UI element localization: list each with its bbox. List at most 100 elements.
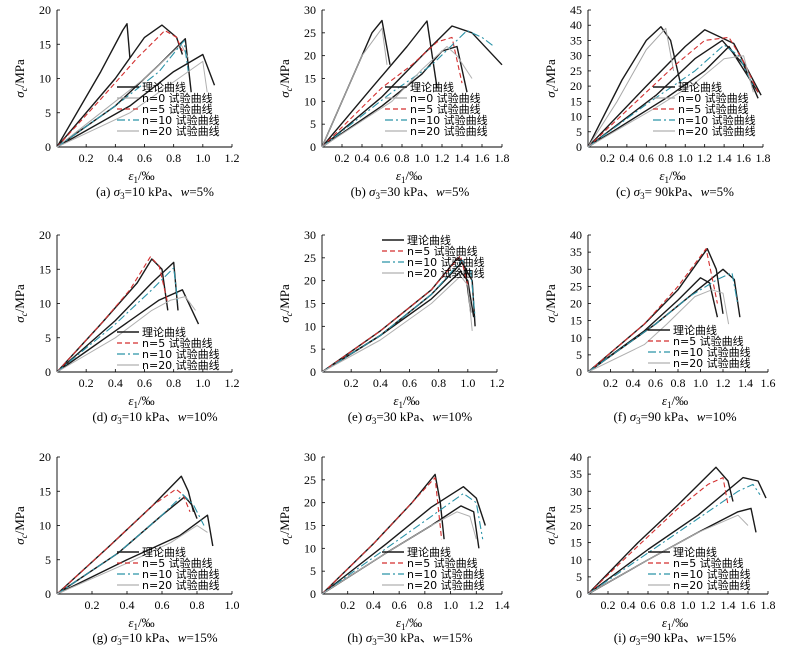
- x-tick-label: 0.4: [108, 376, 123, 390]
- legend-entry-label: n=20 试验曲线: [142, 124, 220, 138]
- x-tick-label: 0.6: [402, 376, 417, 390]
- legend-entry-label: n=5 试验曲线: [678, 102, 749, 116]
- legend-entry-label: 理论曲线: [673, 545, 717, 559]
- legend-entry-label: n=0 试验曲线: [410, 91, 481, 105]
- x-tick-label: 1.6: [741, 598, 756, 612]
- x-tick-label: 1.2: [716, 376, 731, 390]
- legend-entry-label: n=10 试验曲线: [407, 255, 485, 269]
- series-line-theory: [587, 247, 724, 373]
- legend-entry-label: n=10 试验曲线: [407, 567, 485, 581]
- series-line-n10: [56, 494, 205, 595]
- y-tick-label: 35: [570, 33, 582, 47]
- panel-b: 0 5 10 15 20 25 30 0.2 0.4 0.6 0.8 1.0 1.2 1.4 1.6 1.8 σ…: [277, 3, 510, 201]
- legend-entry-label: 理论曲线: [142, 325, 186, 339]
- panel-caption: (d) σ3=10 kPa、w=10%: [92, 409, 217, 426]
- series-line-n0: [56, 43, 189, 148]
- y-tick-label: 0: [310, 365, 316, 379]
- y-tick-label: 15: [570, 94, 582, 108]
- series-line-n0: [321, 27, 388, 148]
- x-tick-label: 1.0: [678, 151, 693, 165]
- x-tick-label: 1.2: [490, 376, 505, 390]
- x-axis-label: ε1/‰: [659, 168, 685, 185]
- series-line-n10: [56, 40, 189, 148]
- series-line-theory: [587, 277, 719, 373]
- legend-entry-label: n=5 试验曲线: [142, 556, 213, 570]
- legend-entry-label: n=10 试验曲线: [678, 113, 756, 127]
- legend-entry-label: n=20 试验曲线: [142, 358, 220, 372]
- panel-g: 0 5 10 15 20 0.2 0.4 0.6 0.8 1.0 σc/MPa ε1/‰ 理论曲线n=5…: [12, 450, 240, 647]
- series-line-theory: [321, 25, 503, 148]
- series-line-theory: [56, 496, 198, 595]
- legend-entry-label: n=10 试验曲线: [673, 345, 751, 359]
- x-tick-label: 0.2: [79, 376, 94, 390]
- y-tick-label: 10: [570, 331, 582, 345]
- x-tick-label: 0.8: [395, 151, 410, 165]
- x-axis-label: ε1/‰: [128, 615, 154, 632]
- y-tick-label: 35: [570, 245, 582, 259]
- y-tick-label: 15: [304, 519, 316, 533]
- y-tick-label: 25: [304, 473, 316, 487]
- y-tick-label: 5: [310, 342, 316, 356]
- legend-entry-label: 理论曲线: [407, 545, 451, 559]
- x-tick-label: 0.8: [671, 376, 686, 390]
- x-tick-label: 1.2: [225, 151, 240, 165]
- y-tick-label: 0: [310, 140, 316, 154]
- panel-caption: (i) σ3=90 kPa、w=15%: [614, 630, 737, 647]
- y-tick-label: 25: [570, 501, 582, 515]
- y-tick-label: 0: [576, 140, 582, 154]
- x-tick-label: 0.8: [431, 376, 446, 390]
- y-tick-label: 10: [304, 319, 316, 333]
- series-line-n20: [587, 289, 730, 373]
- series-line-theory: [321, 270, 475, 373]
- y-tick-label: 5: [576, 125, 582, 139]
- x-axis-label: ε1/‰: [396, 615, 422, 632]
- y-tick-label: 5: [576, 570, 582, 584]
- panel-a: 0 5 10 15 20 0.2 0.4 0.6 0.8 1.0 1.2 σc/MPa ε1/‰ 理论曲线…: [12, 3, 240, 201]
- x-tick-label: 1.6: [475, 151, 490, 165]
- y-tick-label: 15: [39, 262, 51, 276]
- x-tick-label: 0.6: [155, 598, 170, 612]
- series-line-theory: [587, 476, 767, 595]
- x-tick-label: 1.2: [697, 151, 712, 165]
- y-tick-label: 10: [304, 541, 316, 555]
- y-tick-label: 30: [304, 450, 316, 464]
- y-tick-label: 20: [570, 519, 582, 533]
- series-line-n20: [56, 296, 196, 373]
- y-tick-label: 0: [310, 587, 316, 601]
- x-tick-label: 0.6: [375, 151, 390, 165]
- x-tick-label: 0.6: [641, 598, 656, 612]
- x-tick-label: 1.4: [717, 151, 732, 165]
- x-tick-label: 1.2: [435, 151, 450, 165]
- x-tick-label: 0.8: [417, 598, 432, 612]
- panel-caption: (a) σ3=10 kPa、w=5%: [96, 184, 214, 201]
- x-tick-label: 1.2: [469, 598, 484, 612]
- legend-entry-label: n=10 试验曲线: [142, 113, 220, 127]
- legend-entry-label: n=20 试验曲线: [678, 124, 756, 138]
- y-tick-label: 15: [39, 37, 51, 51]
- x-tick-label: 0.8: [658, 151, 673, 165]
- legend-entry-label: n=20 试验曲线: [673, 356, 751, 370]
- y-tick-label: 25: [304, 251, 316, 265]
- legend-entry-label: n=20 试验曲线: [407, 578, 485, 592]
- y-tick-label: 5: [45, 331, 51, 345]
- y-tick-label: 20: [39, 228, 51, 242]
- legend-entry-label: n=10 试验曲线: [410, 113, 488, 127]
- x-tick-label: 1.0: [681, 598, 696, 612]
- legend-entry-label: 理论曲线: [142, 545, 186, 559]
- x-tick-label: 1.0: [443, 598, 458, 612]
- panel-caption: (b) σ3=30 kPa、w=5%: [351, 184, 470, 201]
- legend-entry-label: n=20 试验曲线: [407, 266, 485, 280]
- legend-entry-label: n=5 试验曲线: [673, 334, 744, 348]
- series-line-theory: [56, 514, 214, 595]
- y-tick-label: 0: [576, 587, 582, 601]
- series-line-n5: [587, 36, 759, 148]
- series-line-n10: [321, 29, 495, 148]
- x-tick-label: 0.4: [621, 598, 636, 612]
